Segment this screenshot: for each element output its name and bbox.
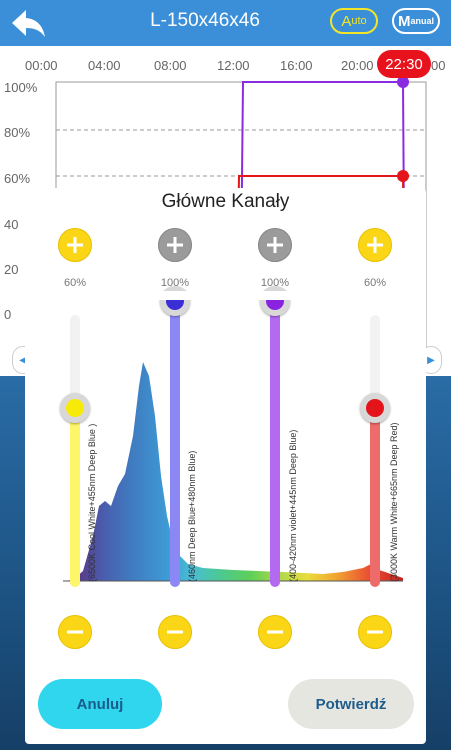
minus-icon: [367, 630, 383, 634]
increase-button[interactable]: [158, 228, 192, 262]
spectrum-graph: [63, 362, 403, 582]
manual-mode-letter: M: [397, 12, 411, 30]
percent-label: 40: [4, 217, 19, 232]
minus-icon: [67, 630, 83, 634]
confirm-button[interactable]: Potwierdź: [288, 679, 414, 729]
auto-mode-rest: uto: [351, 15, 367, 27]
plus-icon: [267, 237, 283, 253]
hour-label: 00:00: [25, 58, 58, 73]
slider-knob[interactable]: [60, 393, 90, 423]
increase-button[interactable]: [258, 228, 292, 262]
channel-label: (6500K Cool White+455nm Deep Blue ): [87, 423, 97, 582]
main-channels-dialog: Główne Kanały 60% 100% 100% 60%: [25, 188, 426, 744]
minus-icon: [167, 630, 183, 634]
hour-label: 08:00: [154, 58, 187, 73]
percent-label: 80%: [4, 125, 31, 140]
channel-fill: [170, 300, 180, 587]
channel-percent: 60%: [363, 277, 387, 289]
device-title: L-150x46x46: [150, 10, 260, 31]
percent-label: 0: [4, 307, 12, 322]
increase-button[interactable]: [58, 228, 92, 262]
manual-mode-rest: anual: [410, 16, 434, 26]
channel-fill: [270, 300, 280, 587]
channel-percent: 100%: [260, 277, 290, 289]
channel-percent: 60%: [63, 277, 87, 289]
slider-mask: [25, 291, 426, 300]
percent-label: 100%: [4, 80, 38, 95]
percent-label: 20: [4, 262, 19, 277]
auto-mode-letter: A: [341, 12, 352, 30]
channel-label: (3000K Warm White+665nm Deep Red): [389, 422, 399, 583]
decrease-button[interactable]: [158, 615, 192, 649]
slider-knob[interactable]: [360, 393, 390, 423]
dialog-title: Główne Kanały: [161, 191, 290, 212]
minus-icon: [267, 630, 283, 634]
hour-label: 12:00: [217, 58, 250, 73]
decrease-button[interactable]: [258, 615, 292, 649]
cancel-button[interactable]: Anuluj: [38, 679, 162, 729]
plus-icon: [167, 237, 183, 253]
plus-icon: [367, 237, 383, 253]
channel-percent: 100%: [160, 277, 190, 289]
channel-label: (460nm Deep Blue+480nm Blue): [187, 450, 197, 582]
channel-fill: [70, 417, 80, 587]
percent-label: 60%: [4, 171, 31, 186]
decrease-button[interactable]: [358, 615, 392, 649]
hour-label: 16:00: [280, 58, 313, 73]
channel-label: (400-420nm violet+445nm Deep Blue): [288, 429, 298, 582]
hour-label: 20:00: [341, 58, 374, 73]
channel-fill: [370, 417, 380, 587]
hour-label: 04:00: [88, 58, 121, 73]
back-arrow-icon[interactable]: [8, 6, 48, 40]
current-time-badge[interactable]: 22:30: [377, 50, 431, 78]
decrease-button[interactable]: [58, 615, 92, 649]
plus-icon: [67, 237, 83, 253]
hour-label: 00: [431, 58, 446, 73]
increase-button[interactable]: [358, 228, 392, 262]
